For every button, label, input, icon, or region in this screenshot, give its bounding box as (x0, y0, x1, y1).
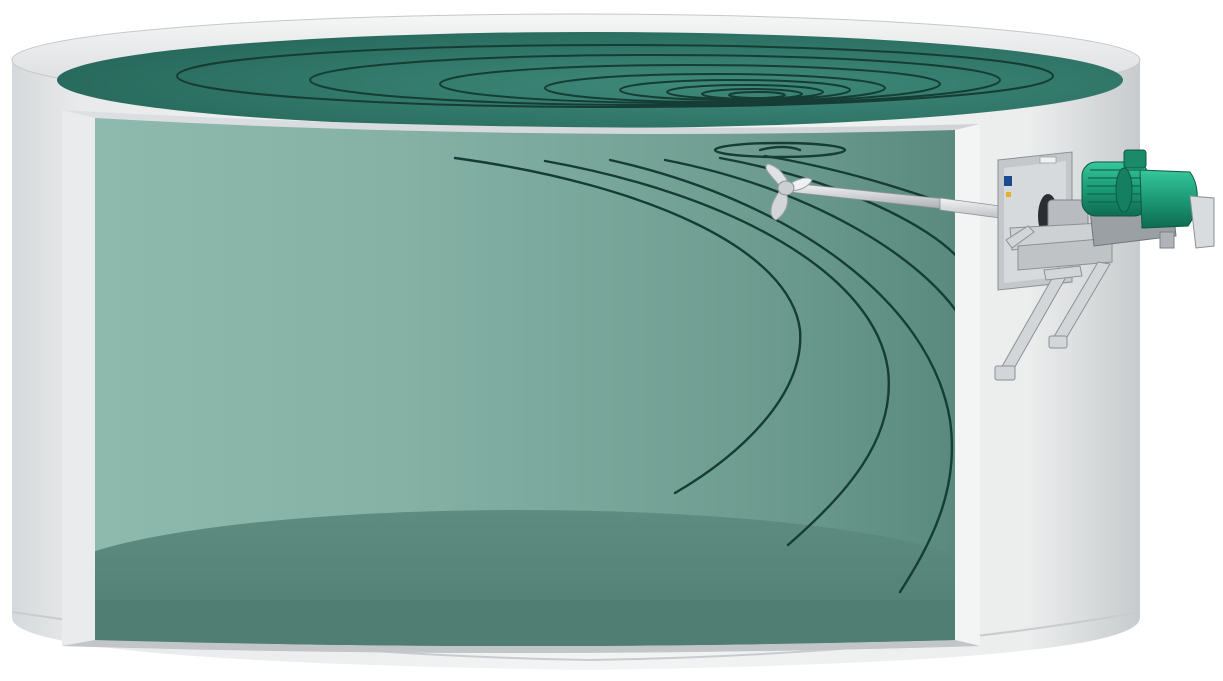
liquid-surface (57, 32, 1123, 128)
support-brackets (994, 225, 1111, 381)
tank-cutaway-view (62, 110, 980, 653)
geared-motor (1081, 149, 1215, 249)
flow-lines (453, 141, 955, 594)
mixer-drive-assembly (939, 149, 1215, 381)
surface-swirl-lines (176, 44, 1054, 108)
propeller (765, 163, 813, 221)
bearing-housing (1009, 194, 1123, 271)
